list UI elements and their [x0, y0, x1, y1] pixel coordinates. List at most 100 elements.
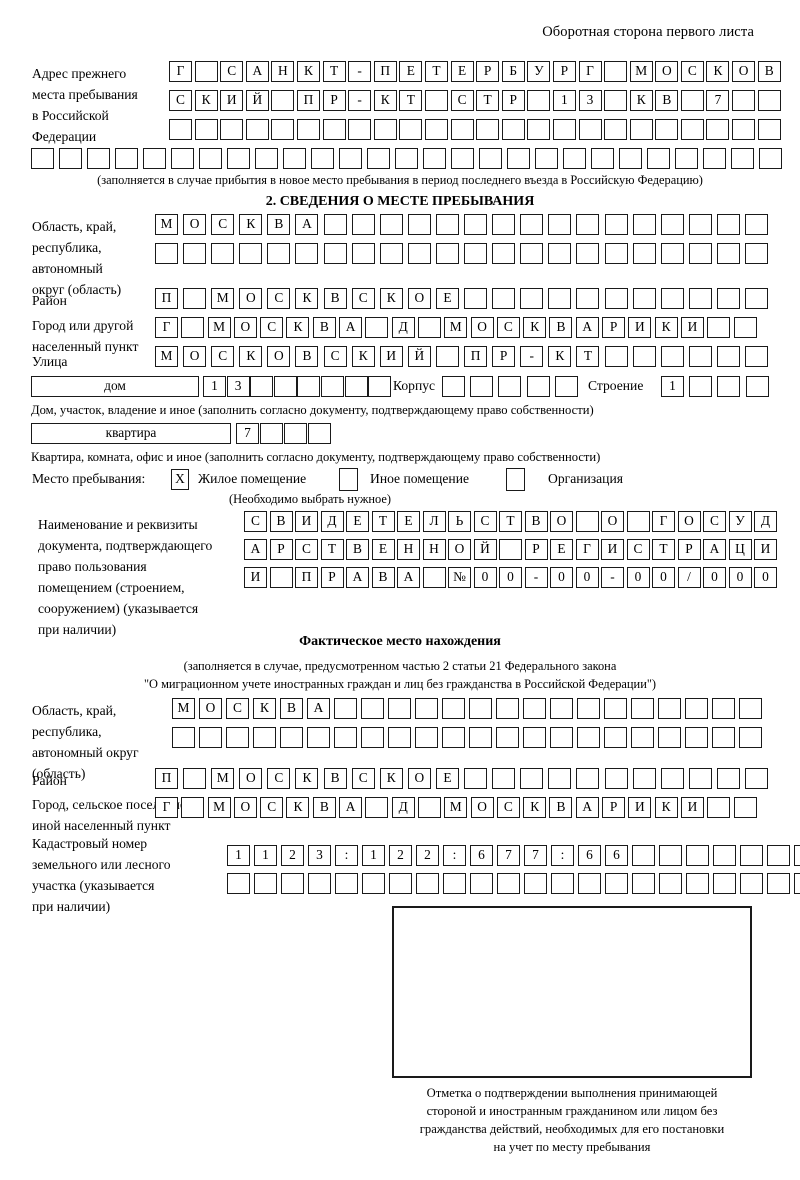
input-cell[interactable] — [767, 845, 790, 866]
input-cell[interactable]: Р — [524, 539, 548, 560]
input-cell[interactable]: 3 — [578, 90, 602, 111]
input-cell[interactable] — [297, 376, 321, 397]
input-cell[interactable]: К — [629, 90, 653, 111]
input-cell[interactable] — [523, 727, 546, 748]
input-cell[interactable]: О — [655, 61, 679, 82]
input-cell[interactable]: Д — [320, 511, 344, 532]
input-cell[interactable] — [535, 148, 558, 169]
input-cell[interactable] — [254, 873, 277, 894]
input-cell[interactable] — [271, 90, 295, 111]
input-cell[interactable] — [686, 873, 709, 894]
input-cell[interactable]: 0 — [499, 567, 522, 588]
input-cell[interactable] — [744, 346, 768, 367]
input-cell[interactable]: 7 — [524, 845, 547, 866]
input-cell[interactable]: П — [295, 567, 318, 588]
input-cell[interactable]: М — [444, 797, 468, 818]
input-cell[interactable] — [591, 148, 614, 169]
input-cell[interactable]: О — [183, 346, 207, 367]
input-cell[interactable]: Г — [575, 539, 599, 560]
input-cell[interactable] — [732, 90, 756, 111]
input-cell[interactable]: О — [233, 797, 257, 818]
input-cell[interactable]: Е — [450, 61, 474, 82]
input-cell[interactable]: Е — [346, 511, 369, 532]
input-cell[interactable] — [183, 243, 207, 264]
stay-type-option-organization-checkbox[interactable] — [506, 468, 525, 491]
input-cell[interactable] — [260, 423, 283, 444]
input-cell[interactable]: Ь — [448, 511, 471, 532]
input-cell[interactable]: В — [757, 61, 781, 82]
input-cell[interactable] — [548, 214, 572, 235]
input-cell[interactable] — [423, 148, 446, 169]
input-cell[interactable] — [379, 214, 403, 235]
input-cell[interactable]: С — [473, 511, 497, 532]
input-cell[interactable]: М — [444, 317, 468, 338]
input-cell[interactable] — [115, 148, 138, 169]
input-cell[interactable] — [713, 845, 736, 866]
input-cell[interactable] — [739, 698, 762, 719]
input-cell[interactable]: 2 — [416, 845, 439, 866]
input-cell[interactable] — [334, 727, 357, 748]
input-cell[interactable] — [688, 346, 712, 367]
input-cell[interactable] — [759, 148, 782, 169]
input-cell[interactable]: В — [655, 90, 679, 111]
input-cell[interactable] — [469, 727, 492, 748]
input-cell[interactable] — [443, 873, 466, 894]
input-cell[interactable]: Й — [245, 90, 269, 111]
input-cell[interactable] — [373, 119, 397, 140]
input-cell[interactable] — [688, 768, 712, 789]
input-cell[interactable] — [199, 148, 222, 169]
input-cell[interactable]: П — [296, 90, 320, 111]
input-cell[interactable]: Г — [169, 61, 192, 82]
input-cell[interactable] — [767, 873, 790, 894]
input-cell[interactable] — [181, 797, 205, 818]
input-cell[interactable] — [497, 873, 520, 894]
input-cell[interactable] — [520, 243, 544, 264]
input-cell[interactable] — [658, 698, 681, 719]
input-cell[interactable]: Г — [578, 61, 602, 82]
input-cell[interactable]: О — [448, 539, 471, 560]
input-cell[interactable]: К — [373, 90, 397, 111]
input-cell[interactable] — [311, 148, 334, 169]
input-cell[interactable]: 6 — [470, 845, 493, 866]
input-cell[interactable] — [716, 243, 740, 264]
input-cell[interactable] — [660, 768, 684, 789]
input-cell[interactable]: 0 — [626, 567, 650, 588]
input-cell[interactable] — [476, 119, 500, 140]
input-cell[interactable] — [388, 698, 411, 719]
input-cell[interactable]: М — [172, 698, 195, 719]
input-cell[interactable] — [501, 119, 525, 140]
input-cell[interactable]: Е — [397, 511, 420, 532]
input-cell[interactable] — [194, 61, 218, 82]
input-cell[interactable]: Р — [492, 346, 516, 367]
input-cell[interactable]: - — [520, 346, 544, 367]
input-cell[interactable] — [464, 768, 488, 789]
input-cell[interactable] — [619, 148, 642, 169]
confirmation-stamp-box[interactable] — [392, 906, 752, 1078]
input-cell[interactable] — [604, 727, 627, 748]
input-cell[interactable] — [632, 346, 656, 367]
input-cell[interactable] — [399, 119, 423, 140]
input-cell[interactable] — [226, 727, 249, 748]
input-cell[interactable] — [451, 148, 474, 169]
input-cell[interactable] — [733, 797, 757, 818]
input-cell[interactable]: Р — [552, 61, 576, 82]
input-cell[interactable] — [689, 376, 713, 397]
input-cell[interactable]: К — [548, 346, 572, 367]
input-cell[interactable] — [712, 727, 735, 748]
input-cell[interactable] — [631, 727, 654, 748]
input-cell[interactable]: Д — [391, 317, 415, 338]
input-cell[interactable]: 1 — [552, 90, 576, 111]
input-cell[interactable] — [407, 243, 431, 264]
input-cell[interactable] — [365, 797, 389, 818]
input-cell[interactable] — [550, 727, 573, 748]
input-cell[interactable] — [496, 727, 519, 748]
input-cell[interactable] — [361, 727, 384, 748]
input-cell[interactable] — [417, 797, 441, 818]
input-cell[interactable] — [660, 288, 684, 309]
input-cell[interactable]: К — [379, 768, 403, 789]
input-cell[interactable] — [365, 317, 389, 338]
input-cell[interactable]: : — [443, 845, 466, 866]
